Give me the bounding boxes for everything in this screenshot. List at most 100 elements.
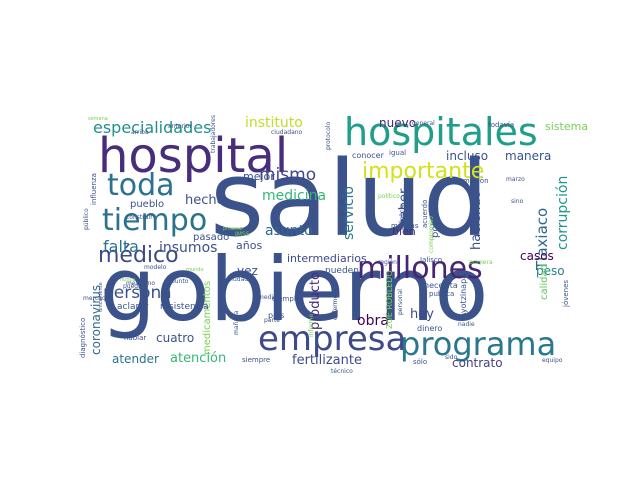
word-medicina: medicina <box>262 188 326 204</box>
word-punto: punto <box>171 278 189 285</box>
word-manera: manera <box>505 149 551 163</box>
word-coronavirus: coronavirus <box>89 285 103 355</box>
word-hoy: hoy <box>410 307 434 322</box>
word-equipo: equipo <box>542 357 563 364</box>
word-muchas: muchas <box>391 222 419 230</box>
word-dinero: dinero <box>417 324 442 333</box>
word-sino: sino <box>511 198 524 205</box>
word-enfermera: enfermera <box>332 288 339 320</box>
word-diagnóstico: diagnóstico <box>79 318 87 358</box>
word-protocolo: protocolo <box>325 122 332 150</box>
word-anterior: anterior <box>168 123 192 130</box>
word-toda: toda <box>107 168 175 203</box>
word-peso: peso <box>536 264 565 278</box>
word-medida: medida <box>258 294 281 301</box>
word-zoé-robledo: ZOÉ ROBLEDO <box>383 270 394 329</box>
word-aclarar: aclarar <box>117 302 149 312</box>
word-mejor: mejor <box>243 170 275 183</box>
word-primera: primera <box>469 259 493 266</box>
word-corrupción: corrupción <box>555 176 571 250</box>
word-haciendo: haciendo <box>469 191 484 250</box>
word-mismo: mismo <box>259 165 316 185</box>
word-vez: vez <box>237 264 258 278</box>
word-únicamente: únicamente <box>97 282 104 312</box>
word-pasado: pasado <box>193 232 229 243</box>
word-todavía: todavía <box>488 121 514 129</box>
word-servicio: servicio <box>341 186 357 240</box>
word-hablar: hablar <box>124 334 146 342</box>
word-país: país <box>268 311 284 320</box>
word-técnico: técnico <box>331 368 353 375</box>
word-médico: médico <box>98 243 179 268</box>
word-años: años <box>236 239 262 252</box>
word-general: general <box>412 120 435 127</box>
word-incluso: incluso <box>446 149 488 163</box>
word-región: región <box>378 259 397 266</box>
word-clínica: clínica <box>398 204 407 230</box>
word-ayotzinapa: Ayotzinapa <box>459 274 468 318</box>
word-salud: salud <box>210 138 489 260</box>
word-sólo: sólo <box>413 358 427 366</box>
word-ejemplo: ejemplo <box>272 295 300 303</box>
word-modelo: modelo <box>144 264 167 271</box>
word-personal: personal <box>397 289 404 315</box>
word-marzo: marzo <box>506 176 525 183</box>
word-influenza: influenza <box>90 173 98 205</box>
word-producto: producto <box>308 272 323 330</box>
word-mundo: mundo <box>186 267 203 273</box>
word-bien: bien <box>392 225 416 238</box>
word-obra: obra <box>357 313 389 329</box>
word-instituto: instituto <box>245 115 303 131</box>
word-arriba: arriba <box>131 129 149 136</box>
word-persona: persona <box>103 283 172 303</box>
word-político: político <box>378 193 400 200</box>
word-igual: igual <box>389 149 406 157</box>
word-necesita: necesita <box>424 281 458 290</box>
word-jalisco: Jalisco <box>419 256 442 264</box>
word-mercado: mercado <box>83 295 110 302</box>
word-contrato: contrato <box>452 356 503 370</box>
word-mañana: mañana <box>233 310 240 335</box>
word-acuerdo: acuerdo <box>421 200 429 228</box>
word-importante: importante <box>362 159 484 184</box>
word-información: información <box>447 177 489 185</box>
word-proceso: proceso <box>223 226 243 232</box>
word-hospitales: hospitales <box>344 110 538 154</box>
word-informe: informe <box>308 314 315 337</box>
word-sistema: sistema <box>545 120 588 133</box>
word-nuevo: nuevo <box>379 116 416 130</box>
word-empresa: empresa <box>258 319 406 359</box>
word-atención: atención <box>170 351 226 366</box>
word-jóvenes: jóvenes <box>562 280 570 308</box>
word-medicamentos: medicamentos <box>202 281 213 355</box>
word-sido: sido <box>445 354 458 361</box>
word-gobierno: gobierno <box>100 238 488 341</box>
word-ciudadano: ciudadano <box>271 129 303 136</box>
word-siempre: siempre <box>242 356 270 364</box>
word-intermediarios: intermediarios <box>287 252 367 265</box>
word-atender: atender <box>112 352 159 366</box>
word-trabajadores: trabajadores <box>210 115 217 153</box>
word-calidad: calidad <box>539 264 550 300</box>
word-publica: publica <box>429 290 454 298</box>
word-cuatro: cuatro <box>156 331 194 345</box>
word-población: población <box>429 190 441 238</box>
word-falta: falta <box>103 237 139 256</box>
word-resistencia: resistencia <box>160 302 209 312</box>
word-programa: programa <box>400 325 556 363</box>
word-hospital: hospital <box>98 128 288 184</box>
word-fertilizante: fertilizante <box>292 353 362 368</box>
word-pueblo: pueblo <box>130 199 164 210</box>
word-especialidades: especialidades <box>93 118 211 137</box>
word-tlaxiaco: Tlaxiaco <box>533 208 551 271</box>
word-semana: semana <box>88 116 108 122</box>
word-público: público <box>83 208 90 230</box>
word-millones: millones <box>357 251 483 286</box>
word-mexicano: mexicano <box>126 280 155 287</box>
word-saber: saber <box>397 188 412 225</box>
word-nadie: nadie <box>458 321 475 328</box>
